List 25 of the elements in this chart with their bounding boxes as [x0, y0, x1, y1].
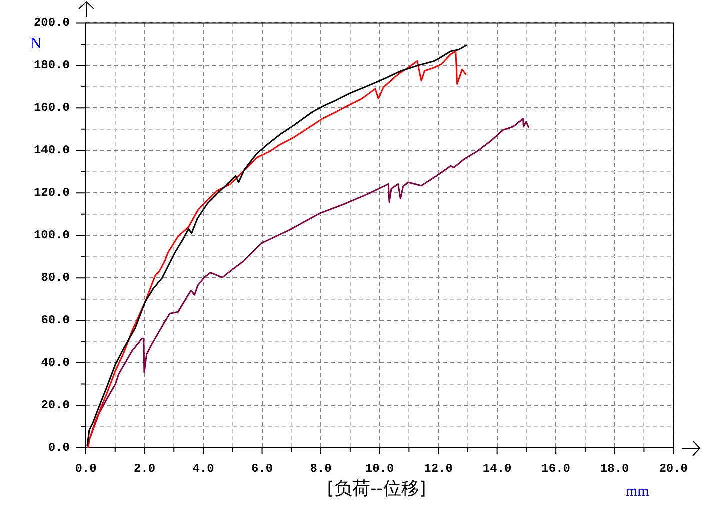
y-tick-label: 80.0: [41, 271, 70, 286]
y-tick-label: 140.0: [34, 144, 70, 158]
x-tick-label: 20.0: [659, 462, 688, 476]
x-tick-label: 12.0: [424, 462, 453, 476]
x-tick-label: 16.0: [542, 462, 570, 476]
y-tick-label: 20.0: [41, 398, 70, 413]
y-tick-label: 120.0: [34, 186, 70, 200]
y-tick-label: 40.0: [41, 356, 70, 370]
y-tick-label: 200.0: [34, 16, 70, 30]
x-tick-label: 10.0: [365, 462, 394, 476]
y-tick-label: 180.0: [34, 58, 70, 73]
y-axis-title: N: [30, 35, 42, 52]
y-tick-label: 100.0: [34, 228, 70, 243]
x-tick-label: 6.0: [251, 462, 274, 476]
x-tick-label: 18.0: [600, 462, 630, 476]
text: [负荷--位移]: [327, 478, 426, 500]
x-tick-label: 4.0: [192, 462, 214, 476]
x-tick-label: 14.0: [482, 462, 512, 476]
x-axis-title: mm: [626, 484, 650, 500]
x-tick-label: 8.0: [310, 462, 332, 476]
x-tick-label: 2.0: [134, 462, 156, 476]
y-tick-label: 0.0: [48, 441, 70, 456]
y-tick-label: 60.0: [41, 314, 70, 328]
y-tick-label: 160.0: [34, 101, 70, 116]
x-tick-label: 0.0: [75, 462, 97, 476]
